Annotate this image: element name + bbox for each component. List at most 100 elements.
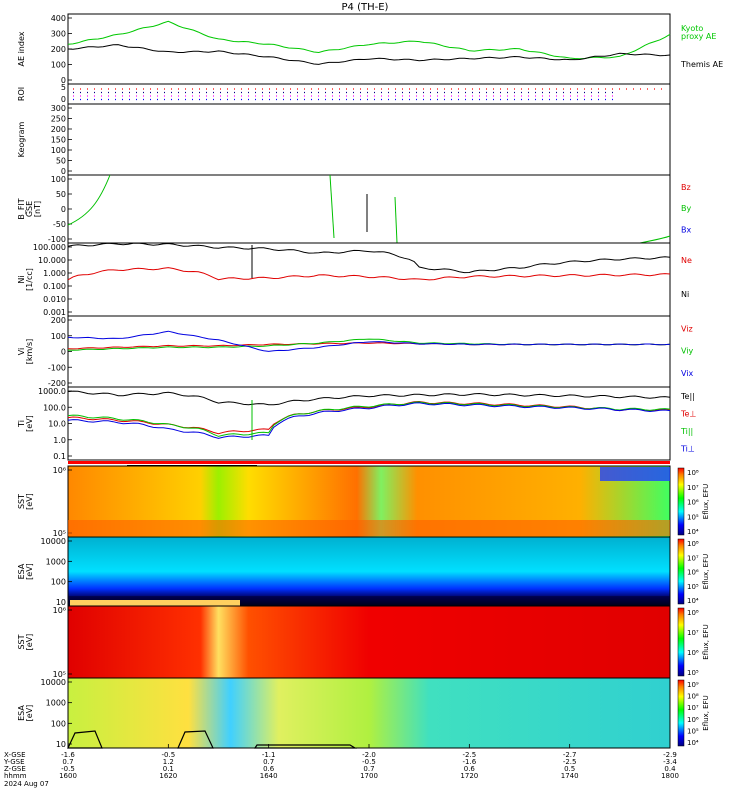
- colorbar-tick-label: 10⁸: [687, 540, 699, 548]
- time-label: 1620: [159, 772, 177, 780]
- esa-elec-contour: [253, 744, 358, 749]
- x-gse-label: -2.5: [462, 751, 476, 759]
- y-tick-label: 1000: [46, 699, 66, 708]
- y-tick-label: 5: [61, 83, 66, 92]
- y-axis-label: AE index: [17, 31, 26, 66]
- y-tick-label: 100: [51, 578, 66, 587]
- legend-label: Bx: [681, 225, 691, 234]
- sst-elec-panel-heatmap: [68, 606, 670, 678]
- series-line-temperature: [67, 402, 671, 439]
- legend-label: proxy AE: [681, 32, 716, 41]
- colorbar-tick-label: 10⁶: [687, 499, 699, 507]
- colorbar-tick-label: 10⁷: [687, 554, 699, 562]
- y-axis-label: GSE: [25, 201, 34, 217]
- x-gse-label: -2.0: [362, 751, 376, 759]
- y-tick-label: 10000: [41, 537, 66, 546]
- y-gse-label: -3.4: [663, 758, 677, 766]
- esa-ion-band: [68, 596, 670, 606]
- y-axis-label: [eV]: [25, 705, 34, 722]
- y-tick-label: 0: [61, 205, 66, 214]
- x-axis-row-label: Z-GSE: [4, 765, 26, 773]
- esa-elec-panel-colorbar: [677, 679, 685, 747]
- y-tick-label: 10⁵: [53, 670, 66, 679]
- y-tick-label: 150: [51, 136, 66, 145]
- legend-label: Ti⊥: [680, 444, 695, 453]
- colorbar-tick-label: 10⁴: [687, 528, 699, 536]
- series-line-ne: [67, 267, 671, 281]
- esa-ion-band: [70, 600, 240, 606]
- x-gse-label: -1.6: [61, 751, 75, 759]
- z-gse-label: -0.5: [61, 765, 75, 773]
- y-tick-label: 50: [56, 157, 66, 166]
- y-tick-label: 300: [51, 104, 66, 113]
- y-tick-label: 200: [51, 45, 66, 54]
- series-line-by: [329, 174, 335, 239]
- y-axis-label: [nT]: [33, 201, 42, 217]
- y-tick-label: 10⁶: [53, 606, 66, 615]
- colorbar-tick-label: 10⁵: [687, 583, 699, 591]
- y-tick-label: 100.000: [33, 243, 66, 252]
- x-axis-row-label: X-GSE: [4, 751, 26, 759]
- colorbar-tick-label: 10⁴: [687, 739, 699, 747]
- bfield-panel-frame: [67, 174, 671, 244]
- y-axis-label: Keogram: [17, 121, 26, 157]
- y-tick-label: 10: [56, 598, 66, 607]
- y-axis-label: [eV]: [25, 634, 34, 651]
- keogram-panel-frame: [67, 103, 671, 176]
- y-axis-label: [eV]: [25, 493, 34, 510]
- colorbar-tick-label: 10⁷: [687, 704, 699, 712]
- y-tick-label: 200: [51, 316, 66, 325]
- plot-title: P4 (TH-E): [342, 2, 389, 13]
- x-gse-label: -1.1: [262, 751, 276, 759]
- y-tick-label: 0: [61, 95, 66, 104]
- colorbar-tick-label: 10⁵: [687, 669, 699, 677]
- y-tick-label: 1.0: [53, 436, 66, 445]
- colorbar-tick-label: 10⁵: [687, 513, 699, 521]
- y-tick-label: 250: [51, 115, 66, 124]
- time-label: 1720: [460, 772, 478, 780]
- y-tick-label: 100: [51, 146, 66, 155]
- y-gse-label: 0.7: [263, 758, 274, 766]
- legend-label: Te⊥: [680, 410, 696, 419]
- colorbar-label: Eflux, EFU: [702, 554, 710, 589]
- legend-label: Viy: [681, 347, 694, 356]
- y-tick-label: 1000.0: [38, 387, 66, 396]
- y-axis-label: [eV]: [25, 415, 34, 432]
- z-gse-label: 0.5: [564, 765, 575, 773]
- y-tick-label: 50: [56, 190, 66, 199]
- legend-label: By: [681, 204, 691, 213]
- y-axis-label: [eV]: [25, 563, 34, 580]
- y-tick-label: -100: [48, 363, 66, 372]
- y-tick-label: 100: [51, 332, 66, 341]
- colorbar-tick-label: 10⁶: [687, 716, 699, 724]
- x-axis-row-label: Y-GSE: [3, 758, 25, 766]
- series-line-vix: [67, 330, 671, 352]
- x-axis-row-label: 2024 Aug 07: [4, 780, 49, 788]
- y-tick-label: 10.000: [38, 256, 66, 265]
- series-line-by: [394, 196, 398, 244]
- colorbar-tick-label: 10⁷: [687, 629, 699, 637]
- time-label: 1740: [561, 772, 579, 780]
- y-tick-label: 300: [51, 30, 66, 39]
- legend-label: Te||: [680, 392, 695, 401]
- x-gse-label: -2.9: [663, 751, 677, 759]
- y-tick-label: 10⁶: [53, 466, 66, 475]
- density-panel-frame: [67, 242, 671, 317]
- y-tick-label: -100: [48, 235, 66, 244]
- time-label: 1640: [260, 772, 278, 780]
- z-gse-label: 0.6: [464, 765, 476, 773]
- series-line-temperature: [67, 390, 671, 406]
- y-gse-label: -1.6: [462, 758, 476, 766]
- y-axis-label: ESA: [17, 705, 26, 721]
- y-tick-label: 0.010: [43, 295, 66, 304]
- y-axis-label: B_FIT: [17, 198, 26, 219]
- z-gse-label: 0.6: [263, 765, 275, 773]
- y-tick-label: 0.100: [43, 282, 66, 291]
- y-tick-label: 0: [61, 76, 66, 85]
- legend-label: Kyoto: [681, 24, 703, 33]
- colorbar-tick-label: 10⁹: [687, 681, 699, 689]
- y-tick-label: 0.001: [43, 308, 66, 317]
- z-gse-label: 0.1: [163, 765, 174, 773]
- y-axis-label: Vi: [17, 348, 26, 356]
- y-axis-label: Ti: [17, 420, 26, 428]
